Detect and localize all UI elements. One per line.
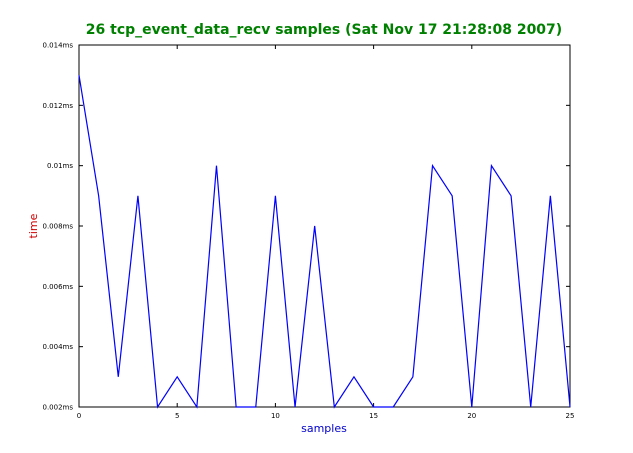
x-axis-ticks: 0 5 10 15 20 25	[77, 45, 575, 420]
x-tick-label: 10	[271, 412, 280, 420]
x-axis-label: samples	[301, 422, 347, 435]
x-tick-label: 20	[467, 412, 476, 420]
y-tick-label: 0.014ms	[42, 42, 73, 50]
x-tick-label: 0	[77, 412, 81, 420]
y-tick-label: 0.006ms	[42, 283, 73, 291]
y-tick-label: 0.01ms	[47, 162, 73, 170]
y-tick-label: 0.008ms	[42, 223, 73, 231]
y-axis-ticks: 0.002ms 0.004ms 0.006ms 0.008ms 0.01ms 0.012m…	[42, 42, 570, 412]
x-tick-label: 25	[566, 412, 575, 420]
y-tick-label: 0.004ms	[42, 343, 73, 351]
y-tick-label: 0.002ms	[42, 404, 73, 412]
x-tick-label: 5	[175, 412, 179, 420]
chart-title: 26 tcp_event_data_recv samples (Sat Nov …	[86, 22, 562, 38]
y-axis-label: time	[27, 213, 40, 238]
series-line	[78, 75, 571, 409]
y-tick-label: 0.012ms	[42, 102, 73, 110]
x-tick-label: 15	[369, 412, 378, 420]
